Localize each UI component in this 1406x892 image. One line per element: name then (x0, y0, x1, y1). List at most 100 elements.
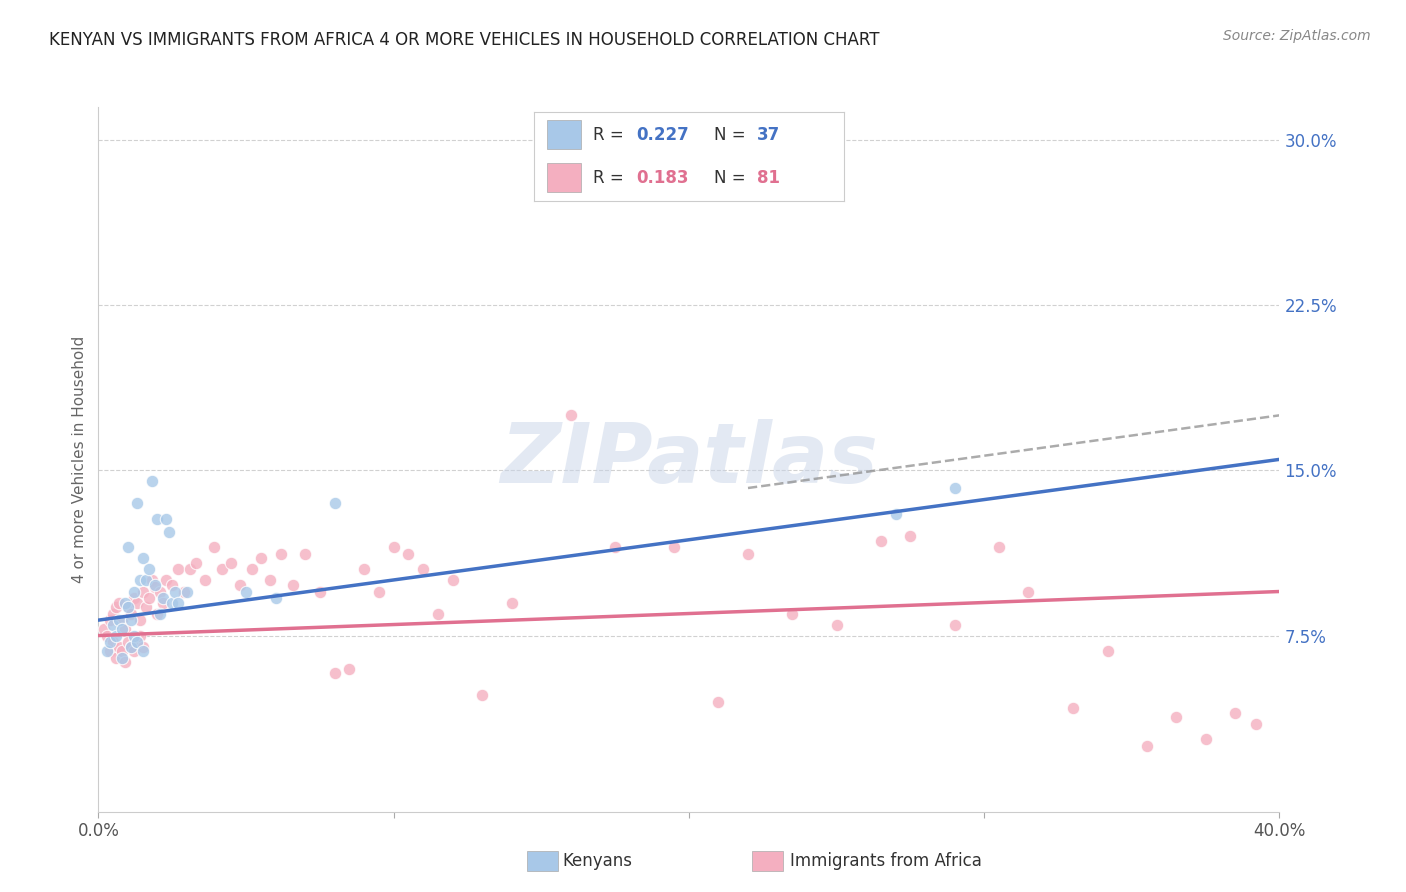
FancyBboxPatch shape (547, 120, 581, 149)
Point (441, 574, 464, 588)
Point (943, 481, 966, 495)
Point (128, 629, 150, 643)
Point (96, 629, 118, 643)
Point (1097, 644, 1119, 658)
Point (117, 599, 139, 614)
Point (96, 644, 118, 658)
Point (501, 595, 523, 609)
Point (176, 584, 198, 599)
Point (1244, 716, 1267, 731)
Point (240, 562, 263, 576)
Point (283, 578, 305, 592)
Text: Kenyans: Kenyans (562, 852, 633, 870)
Point (173, 584, 195, 599)
Point (270, 547, 292, 561)
Point (117, 635, 139, 649)
Text: ZIPatlas: ZIPatlas (501, 419, 877, 500)
Point (162, 578, 183, 592)
Point (1166, 710, 1188, 724)
Point (141, 574, 163, 588)
Point (1062, 701, 1084, 715)
Point (157, 524, 180, 539)
Point (103, 607, 125, 621)
Point (412, 562, 434, 576)
Point (125, 595, 148, 609)
Point (194, 574, 217, 588)
Point (884, 508, 907, 522)
Point (398, 547, 420, 561)
Point (264, 591, 287, 606)
Text: Source: ZipAtlas.com: Source: ZipAtlas.com (1223, 29, 1371, 43)
Point (737, 547, 759, 561)
Text: 0.183: 0.183 (637, 169, 689, 186)
Point (122, 584, 145, 599)
Point (782, 607, 804, 621)
Point (138, 591, 160, 606)
Text: 81: 81 (756, 169, 780, 186)
Point (108, 595, 131, 609)
Point (135, 599, 157, 614)
Text: R =: R = (593, 126, 628, 144)
Point (1195, 732, 1218, 747)
Point (111, 613, 134, 627)
Point (146, 607, 169, 621)
Point (143, 578, 166, 592)
Point (162, 595, 183, 609)
Y-axis label: 4 or more Vehicles in Household: 4 or more Vehicles in Household (72, 335, 87, 583)
Point (368, 584, 391, 599)
Point (229, 578, 252, 592)
Point (135, 574, 157, 588)
Point (120, 607, 142, 621)
Point (120, 640, 142, 654)
Point (132, 640, 155, 654)
Point (93, 622, 115, 636)
Point (427, 607, 450, 621)
Point (125, 635, 148, 649)
Point (98, 613, 121, 627)
Point (122, 629, 145, 643)
Point (155, 512, 177, 526)
Point (309, 584, 332, 599)
Point (114, 622, 136, 636)
Point (900, 529, 922, 543)
Point (382, 541, 405, 555)
Point (167, 595, 190, 609)
Point (141, 475, 163, 489)
Point (202, 541, 225, 555)
Point (323, 665, 346, 680)
Point (221, 556, 243, 570)
Text: 0.227: 0.227 (637, 126, 689, 144)
Point (103, 635, 125, 649)
Point (111, 644, 134, 658)
Point (108, 613, 131, 627)
Point (128, 613, 150, 627)
Point (149, 584, 172, 599)
Point (943, 617, 966, 632)
Point (117, 599, 139, 614)
Text: Immigrants from Africa: Immigrants from Africa (790, 852, 981, 870)
Point (111, 650, 134, 665)
Point (105, 599, 128, 614)
Point (117, 541, 139, 555)
Point (1136, 739, 1159, 753)
Point (122, 644, 145, 658)
Point (114, 655, 136, 669)
Point (98, 635, 121, 649)
Point (128, 574, 150, 588)
Point (707, 695, 730, 709)
Point (152, 591, 174, 606)
Point (111, 622, 134, 636)
Point (1225, 706, 1247, 720)
Point (605, 541, 627, 555)
Point (870, 533, 893, 548)
Point (235, 584, 257, 599)
Text: N =: N = (714, 169, 751, 186)
Point (259, 574, 281, 588)
Point (138, 562, 160, 576)
Point (120, 640, 142, 654)
Point (105, 650, 128, 665)
Point (105, 629, 128, 643)
Point (825, 617, 848, 632)
Text: N =: N = (714, 126, 751, 144)
Point (152, 595, 174, 609)
